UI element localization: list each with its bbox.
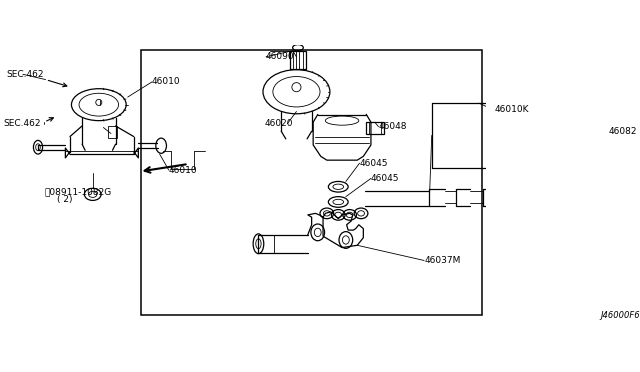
Text: 46090: 46090	[266, 52, 294, 61]
Text: 46045: 46045	[371, 174, 399, 183]
Bar	[108, 126, 117, 138]
Text: 46010K: 46010K	[494, 106, 529, 115]
Text: 46048: 46048	[378, 122, 407, 131]
Text: 46010: 46010	[169, 166, 197, 174]
Text: ⓝ08911-1082G: ⓝ08911-1082G	[44, 187, 111, 196]
Text: 46082: 46082	[608, 127, 637, 136]
Text: 46045: 46045	[360, 159, 388, 168]
Text: 46020: 46020	[264, 119, 293, 128]
Text: ( 2): ( 2)	[57, 195, 72, 204]
Text: 46010: 46010	[152, 77, 180, 86]
Text: 46037M: 46037M	[424, 256, 461, 265]
Bar	[141, 50, 482, 315]
Bar	[291, 51, 305, 69]
Text: SEC.462: SEC.462	[6, 70, 44, 79]
Text: J46000F6: J46000F6	[600, 311, 640, 320]
Text: SEC.462: SEC.462	[4, 119, 42, 128]
Bar	[365, 122, 384, 134]
